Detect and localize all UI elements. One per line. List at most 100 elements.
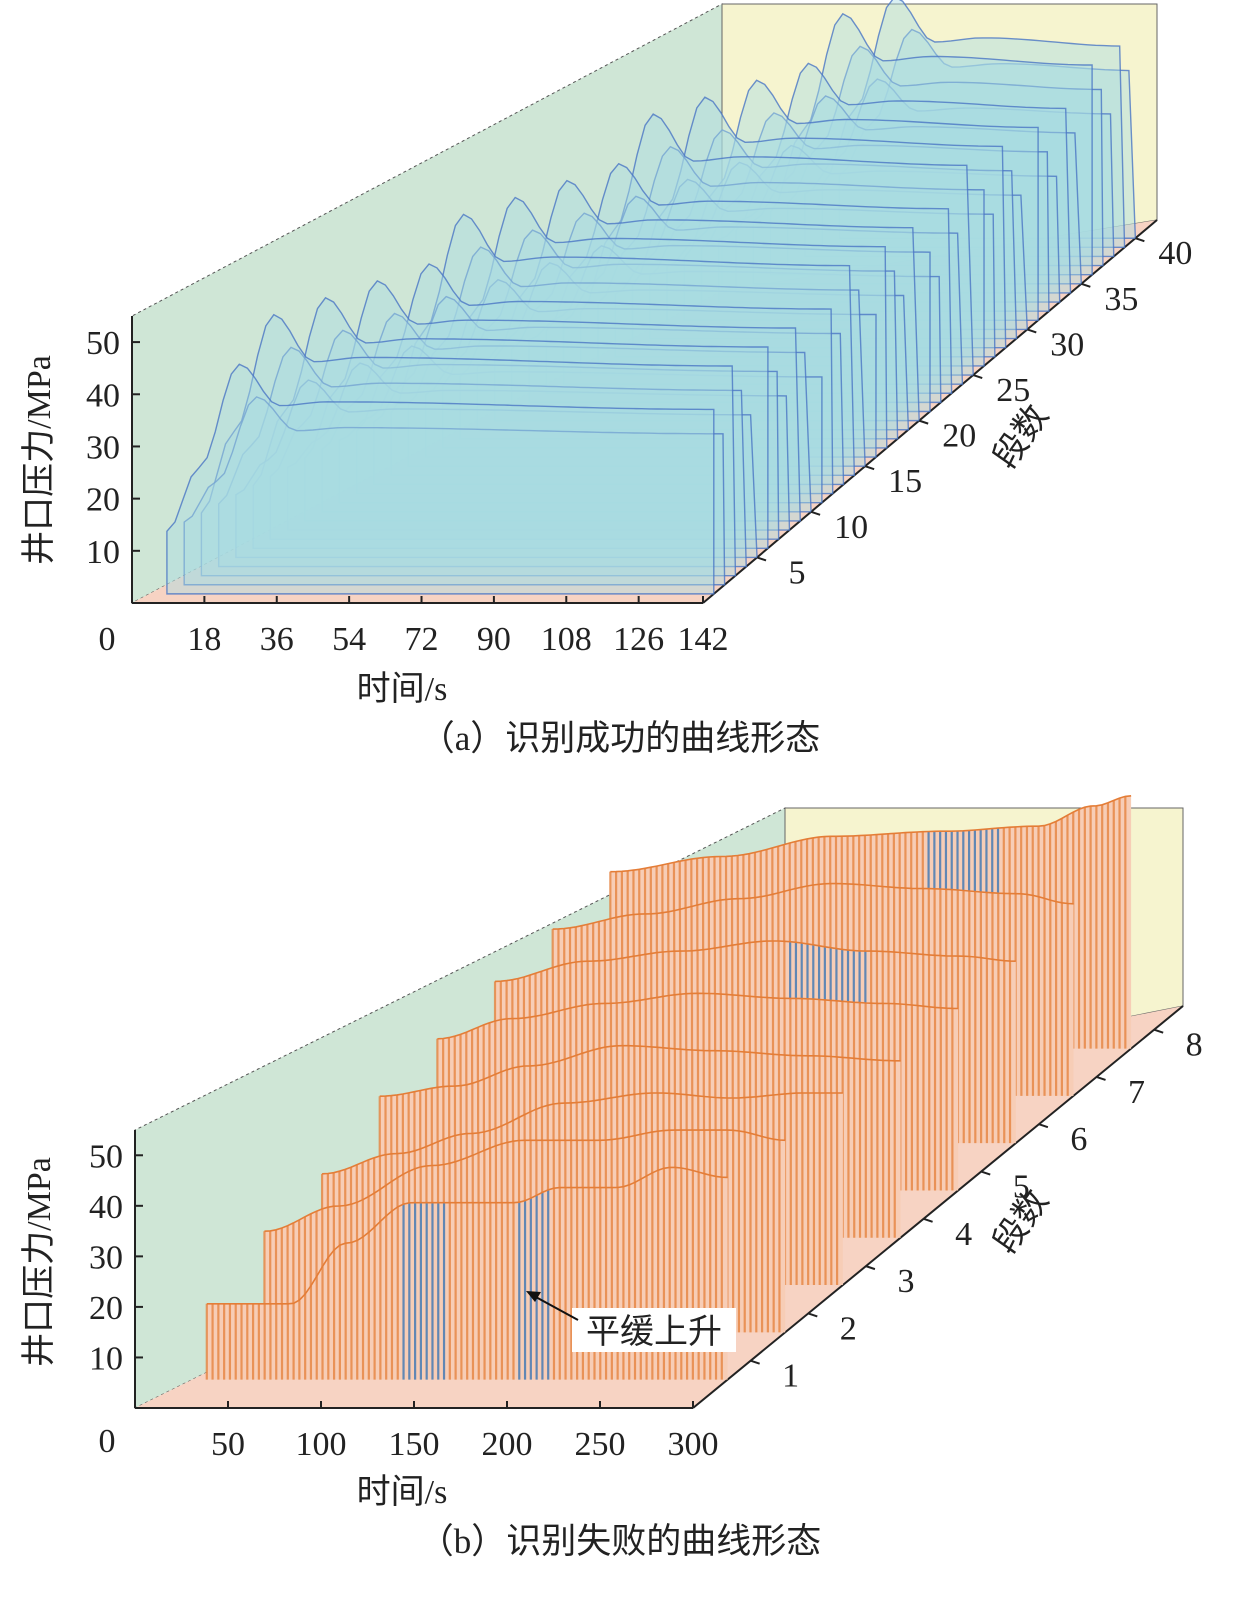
z-tick-label: 5 xyxy=(789,554,806,591)
stage-curve xyxy=(338,345,823,504)
annotation-label: 平缓上升 xyxy=(586,1314,722,1351)
x-tick-label: 250 xyxy=(575,1426,626,1463)
panel-b-x-label: 时间/s xyxy=(357,1474,448,1511)
stage-curve xyxy=(286,362,791,531)
annotation-box xyxy=(572,1308,736,1352)
x-tick-label: 142 xyxy=(678,621,729,658)
z-tick-label: 10 xyxy=(834,509,868,546)
x-tick-label: 36 xyxy=(260,621,294,658)
y-tick-label: 10 xyxy=(86,534,120,571)
stage-curve xyxy=(614,178,996,358)
y-tick-label: 50 xyxy=(89,1138,123,1175)
stage-curve xyxy=(321,312,812,513)
stage-curve xyxy=(235,379,758,559)
stage-curve xyxy=(545,162,953,394)
z-tick-mark xyxy=(1026,328,1037,334)
stage-curve xyxy=(752,95,1083,285)
z-tick-mark xyxy=(1135,237,1145,243)
stage-curve xyxy=(166,363,715,595)
z-tick-mark xyxy=(756,556,767,562)
stage-curve xyxy=(610,795,1132,873)
x-tick-label: 126 xyxy=(613,621,664,658)
panel-a-z-label: 段数 xyxy=(986,398,1056,475)
stage-curve xyxy=(648,128,1018,340)
z-tick-label: 40 xyxy=(1158,235,1192,272)
z-tick-mark xyxy=(918,419,929,425)
stage-curve xyxy=(735,62,1072,294)
z-tick-label: 7 xyxy=(1128,1074,1145,1111)
stage-curve xyxy=(437,992,959,1040)
panel-a-series-group xyxy=(166,0,1137,595)
annotation-arrow xyxy=(533,1295,579,1321)
y-tick-label: 40 xyxy=(86,377,120,414)
x-tick-label: 108 xyxy=(541,621,592,658)
z-tick-mark xyxy=(807,1312,818,1318)
panel-a-x-ticks: 18 36 54 72 90 108 126 142 xyxy=(187,596,729,658)
stage-curve xyxy=(804,78,1115,258)
z-tick-label: 20 xyxy=(942,418,976,455)
stage-curve xyxy=(562,195,964,385)
z-tick-mark xyxy=(923,1217,933,1223)
stage-curve xyxy=(373,295,845,486)
stage-curve xyxy=(528,245,942,404)
x-tick-label: 200 xyxy=(482,1426,533,1463)
z-tick-label: 25 xyxy=(996,372,1030,409)
z-tick-mark xyxy=(972,374,983,379)
y-tick-label: 20 xyxy=(89,1290,123,1327)
z-tick-mark xyxy=(980,1170,991,1176)
stage-curve xyxy=(183,396,726,586)
z-tick-label: 15 xyxy=(888,463,922,500)
panel-b-x-ticks: 50 100 150 200 250 300 xyxy=(211,1401,719,1463)
panel-b-z-ticks: 1 2 3 4 5 6 7 8 xyxy=(750,1027,1203,1395)
z-tick-mark xyxy=(1153,1028,1164,1034)
stage-curve xyxy=(511,212,931,413)
stage-curve xyxy=(424,278,877,458)
z-tick-label: 8 xyxy=(1186,1027,1203,1064)
stage-curve xyxy=(304,280,802,522)
z-tick-label: 4 xyxy=(955,1216,972,1253)
panel-a-z-ticks: 5 10 15 20 25 30 35 40 xyxy=(756,235,1192,591)
stage-curve xyxy=(821,0,1126,249)
z-tick-label: 3 xyxy=(897,1263,914,1300)
x-tick-label: 100 xyxy=(296,1426,347,1463)
stage-curve xyxy=(206,1166,728,1305)
panel-b-x-origin: 0 xyxy=(99,1423,116,1460)
stage-curve xyxy=(442,196,888,449)
z-tick-label: 30 xyxy=(1050,326,1084,363)
z-tick-mark xyxy=(1081,282,1091,288)
panel-b-y-label: 井口压力/MPa xyxy=(20,1157,58,1367)
panel-a-caption: （a）识别成功的曲线形态 xyxy=(420,719,821,758)
z-tick-mark xyxy=(864,465,875,471)
y-tick-label: 20 xyxy=(86,482,120,519)
panel-a-y-label: 井口压力/MPa xyxy=(20,355,58,565)
panel-a-x-label: 时间/s xyxy=(357,671,448,708)
z-tick-label: 2 xyxy=(840,1310,857,1347)
z-tick-label: 5 xyxy=(1013,1169,1030,1206)
z-tick-mark xyxy=(750,1359,760,1365)
x-tick-label: 50 xyxy=(211,1426,245,1463)
panel-b-y-ticks: 10 20 30 40 50 xyxy=(89,1138,143,1377)
x-tick-label: 90 xyxy=(477,621,511,658)
panel-b-z-label: 段数 xyxy=(986,1183,1056,1260)
stage-curve xyxy=(264,1129,786,1232)
x-tick-label: 18 xyxy=(187,621,221,658)
z-tick-mark xyxy=(1038,1123,1049,1129)
panel-a-y-ticks: 10 20 30 40 50 xyxy=(86,325,140,571)
z-tick-label: 35 xyxy=(1104,281,1138,318)
stage-curve xyxy=(493,179,920,422)
z-tick-mark xyxy=(865,1265,876,1271)
panel-a: 18 36 54 72 90 108 126 142 10 20 30 40 50 5 10 15 20 25… xyxy=(20,0,1192,758)
panel-b-z-axis xyxy=(692,1005,1184,1409)
y-tick-label: 50 xyxy=(86,325,120,362)
panel-b-series-group xyxy=(205,795,1132,1380)
panel-b-caption: （b）识别失败的曲线形态 xyxy=(419,1522,822,1561)
y-tick-label: 30 xyxy=(89,1239,123,1276)
stage-curve xyxy=(494,940,1016,983)
z-tick-mark xyxy=(1096,1075,1106,1081)
stage-curve xyxy=(552,882,1074,930)
x-tick-label: 72 xyxy=(405,621,439,658)
stage-curve xyxy=(700,112,1050,312)
stage-curve xyxy=(631,96,1007,349)
